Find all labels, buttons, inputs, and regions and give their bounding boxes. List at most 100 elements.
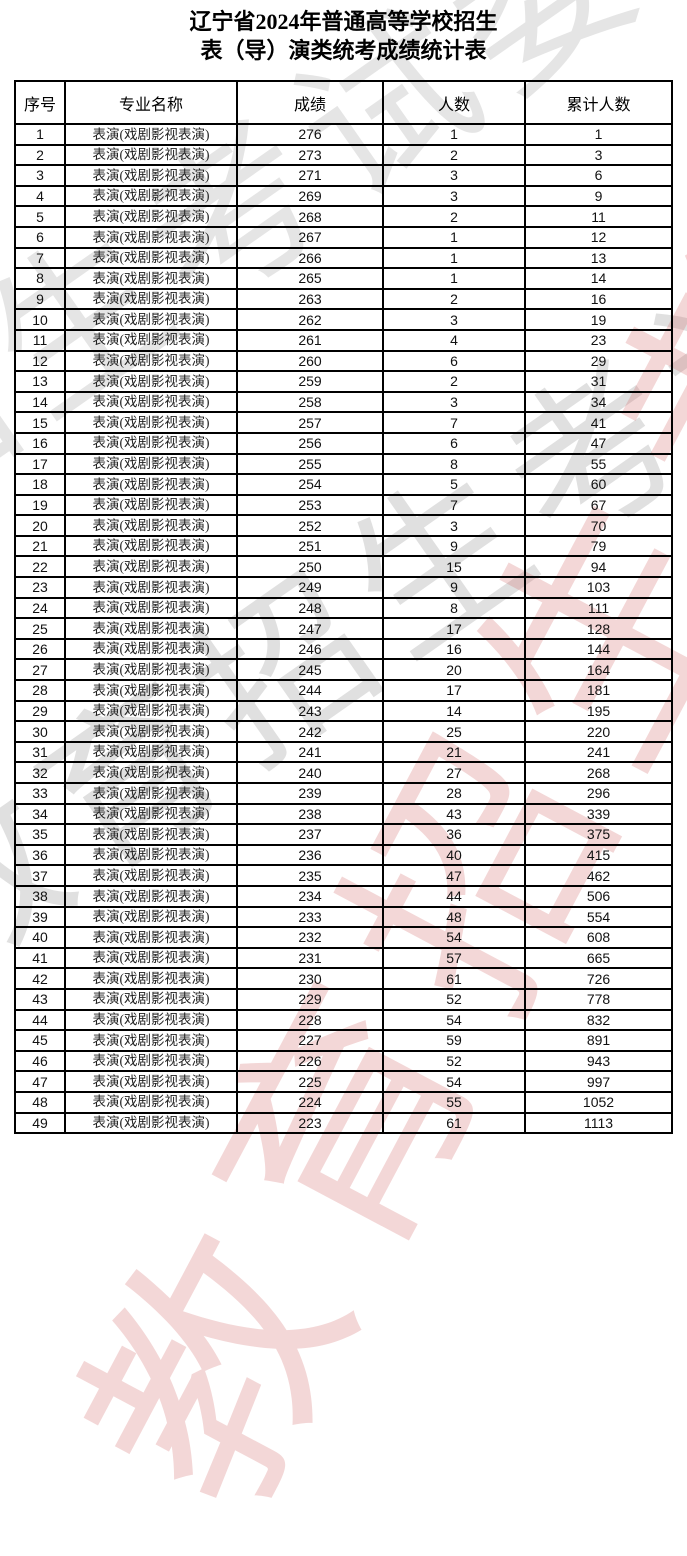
cell-count: 55 — [382, 1090, 526, 1114]
cell-major: 表演(戏剧影视表演) — [64, 946, 238, 970]
cell-cumulative: 144 — [524, 637, 673, 661]
cell-cumulative: 6 — [524, 164, 673, 187]
table-body: 1 表演(戏剧影视表演) 276 1 1 2 表演(戏剧影视表演) 273 2 3 3 表演(戏剧影视… — [14, 123, 673, 1135]
cell-cumulative: 195 — [524, 699, 673, 723]
cell-cumulative: 60 — [524, 473, 673, 496]
cell-index: 15 — [14, 411, 66, 434]
table-row: 25 表演(戏剧影视表演) 247 17 128 — [14, 617, 673, 640]
cell-score: 226 — [236, 1049, 384, 1073]
column-header-score: 成绩 — [236, 80, 384, 125]
cell-score: 240 — [236, 761, 384, 784]
cell-cumulative: 554 — [524, 905, 673, 929]
cell-index: 42 — [14, 967, 66, 990]
cell-index: 47 — [14, 1070, 66, 1093]
cell-cumulative: 943 — [524, 1049, 673, 1073]
cell-count: 25 — [382, 720, 526, 743]
cell-major: 表演(戏剧影视表演) — [64, 967, 238, 990]
cell-score: 237 — [236, 823, 384, 846]
cell-index: 11 — [14, 328, 66, 352]
cell-score: 254 — [236, 473, 384, 496]
cell-major: 表演(戏剧影视表演) — [64, 720, 238, 743]
column-header-major: 专业名称 — [64, 80, 238, 125]
cell-major: 表演(戏剧影视表演) — [64, 596, 238, 620]
column-header-count: 人数 — [382, 80, 526, 125]
cell-count: 2 — [382, 370, 526, 393]
cell-major: 表演(戏剧影视表演) — [64, 246, 238, 270]
cell-cumulative: 726 — [524, 967, 673, 990]
table-row: 30 表演(戏剧影视表演) 242 25 220 — [14, 720, 673, 743]
table-row: 45 表演(戏剧影视表演) 227 59 891 — [14, 1029, 673, 1052]
cell-count: 15 — [382, 555, 526, 579]
cell-cumulative: 181 — [524, 679, 673, 702]
cell-count: 3 — [382, 514, 526, 537]
cell-score: 235 — [236, 864, 384, 887]
cell-cumulative: 778 — [524, 987, 673, 1011]
cell-index: 44 — [14, 1008, 66, 1032]
cell-cumulative: 16 — [524, 287, 673, 311]
cell-major: 表演(戏剧影视表演) — [64, 637, 238, 661]
cell-major: 表演(戏剧影视表演) — [64, 905, 238, 929]
cell-index: 25 — [14, 617, 66, 640]
cell-cumulative: 70 — [524, 514, 673, 537]
cell-count: 59 — [382, 1029, 526, 1052]
cell-index: 29 — [14, 699, 66, 723]
cell-cumulative: 111 — [524, 596, 673, 620]
cell-count: 5 — [382, 473, 526, 496]
cell-major: 表演(戏剧影视表演) — [64, 843, 238, 867]
cell-major: 表演(戏剧影视表演) — [64, 390, 238, 414]
cell-major: 表演(戏剧影视表演) — [64, 987, 238, 1011]
cell-major: 表演(戏剧影视表演) — [64, 349, 238, 373]
cell-count: 40 — [382, 843, 526, 867]
title-line-1: 辽宁省2024年普通高等学校招生 — [189, 9, 498, 34]
cell-count: 27 — [382, 761, 526, 784]
table-row: 43 表演(戏剧影视表演) 229 52 778 — [14, 987, 673, 1011]
cell-cumulative: 29 — [524, 349, 673, 373]
cell-count: 36 — [382, 823, 526, 846]
cell-count: 14 — [382, 699, 526, 723]
table-row: 24 表演(戏剧影视表演) 248 8 111 — [14, 596, 673, 620]
cell-score: 257 — [236, 411, 384, 434]
cell-cumulative: 11 — [524, 205, 673, 228]
cell-major: 表演(戏剧影视表演) — [64, 864, 238, 887]
cell-major: 表演(戏剧影视表演) — [64, 411, 238, 434]
cell-cumulative: 296 — [524, 782, 673, 805]
cell-index: 20 — [14, 514, 66, 537]
cell-cumulative: 31 — [524, 370, 673, 393]
cell-score: 249 — [236, 576, 384, 599]
table-row: 12 表演(戏剧影视表演) 260 6 29 — [14, 349, 673, 373]
table-row: 1 表演(戏剧影视表演) 276 1 1 — [14, 123, 673, 146]
cell-count: 16 — [382, 637, 526, 661]
cell-score: 266 — [236, 246, 384, 270]
table-row: 11 表演(戏剧影视表演) 261 4 23 — [14, 328, 673, 352]
cell-major: 表演(戏剧影视表演) — [64, 225, 238, 249]
cell-count: 1 — [382, 246, 526, 270]
table-row: 3 表演(戏剧影视表演) 271 3 6 — [14, 164, 673, 187]
cell-index: 17 — [14, 452, 66, 476]
table-row: 23 表演(戏剧影视表演) 249 9 103 — [14, 576, 673, 599]
table-row: 31 表演(戏剧影视表演) 241 21 241 — [14, 740, 673, 764]
cell-cumulative: 608 — [524, 926, 673, 949]
cell-count: 2 — [382, 143, 526, 167]
cell-count: 28 — [382, 782, 526, 805]
cell-count: 54 — [382, 926, 526, 949]
cell-score: 261 — [236, 328, 384, 352]
cell-score: 236 — [236, 843, 384, 867]
cell-cumulative: 47 — [524, 431, 673, 455]
cell-major: 表演(戏剧影视表演) — [64, 1008, 238, 1032]
cell-cumulative: 34 — [524, 390, 673, 414]
cell-count: 4 — [382, 328, 526, 352]
column-header-cumulative: 累计人数 — [524, 80, 673, 125]
cell-index: 13 — [14, 370, 66, 393]
cell-index: 41 — [14, 946, 66, 970]
table-row: 16 表演(戏剧影视表演) 256 6 47 — [14, 431, 673, 455]
cell-major: 表演(戏剧影视表演) — [64, 328, 238, 352]
table-header-row: 序号 专业名称 成绩 人数 累计人数 — [14, 80, 673, 125]
table-row: 33 表演(戏剧影视表演) 239 28 296 — [14, 782, 673, 805]
cell-major: 表演(戏剧影视表演) — [64, 823, 238, 846]
cell-index: 48 — [14, 1090, 66, 1114]
cell-major: 表演(戏剧影视表演) — [64, 534, 238, 558]
cell-score: 251 — [236, 534, 384, 558]
cell-index: 35 — [14, 823, 66, 846]
cell-count: 47 — [382, 864, 526, 887]
cell-index: 1 — [14, 123, 66, 146]
